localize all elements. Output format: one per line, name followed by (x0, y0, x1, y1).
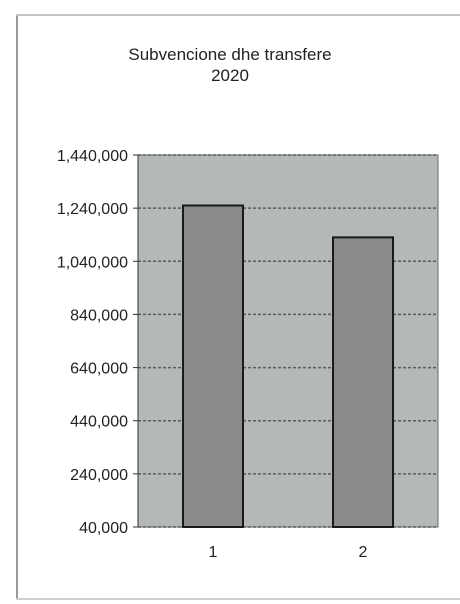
chart-title-block: Subvencione dhe transfere 2020 (0, 44, 460, 86)
page-border-bottom (16, 598, 460, 600)
y-tick-label: 1,240,000 (57, 201, 128, 218)
page-border-left (16, 14, 18, 600)
y-tick-label: 840,000 (70, 307, 128, 324)
y-tick-label: 640,000 (70, 361, 128, 378)
y-tick-label: 240,000 (70, 467, 128, 484)
chart-title: Subvencione dhe transfere (128, 45, 332, 64)
y-tick-label: 440,000 (70, 414, 128, 431)
y-tick-label: 40,000 (79, 520, 128, 537)
y-tick-label: 1,040,000 (57, 254, 128, 271)
y-tick-label: 1,440,000 (57, 148, 128, 165)
x-tick-label: 1 (209, 544, 218, 561)
bar (182, 204, 244, 528)
x-tick-label: 2 (359, 544, 368, 561)
bar (332, 236, 394, 528)
chart-subtitle: 2020 (211, 66, 249, 85)
page-border-top (16, 14, 460, 16)
